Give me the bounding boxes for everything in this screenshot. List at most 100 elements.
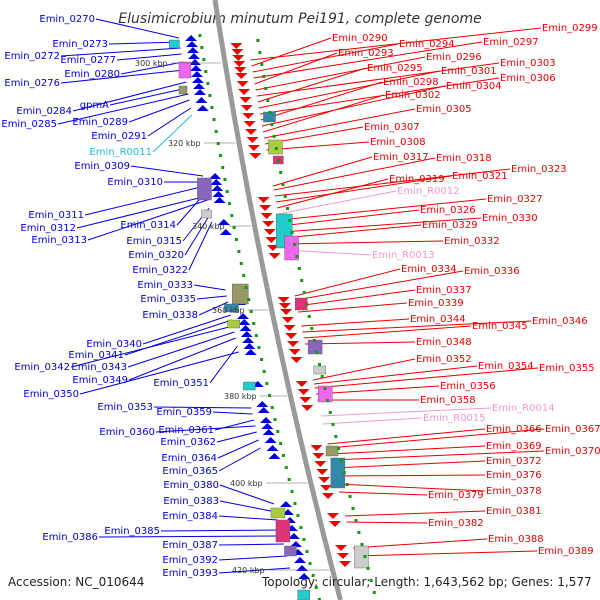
forward-gene-arrow	[262, 429, 275, 435]
label-connector	[184, 213, 211, 256]
track-tick	[284, 466, 288, 469]
label-connector	[260, 81, 383, 121]
reverse-gene-arrow	[301, 405, 314, 411]
track-tick	[254, 334, 258, 337]
gene-label: Emin_0381	[486, 506, 542, 517]
track-tick	[219, 154, 223, 157]
forward-gene-arrow	[268, 453, 281, 459]
gene-label: Emin_0291	[91, 131, 147, 142]
track-tick	[273, 418, 277, 421]
label-connector	[130, 165, 204, 177]
feature-block	[243, 381, 256, 391]
track-tick	[348, 495, 352, 498]
gene-label: Emin_0309	[74, 161, 130, 172]
label-connector	[302, 320, 532, 333]
reverse-gene-arrow	[337, 553, 350, 559]
label-connector	[116, 53, 182, 61]
label-connector	[333, 460, 486, 469]
forward-gene-arrow	[211, 185, 224, 191]
track-tick	[276, 430, 280, 433]
label-connector	[218, 447, 261, 472]
label-connector	[321, 407, 492, 417]
forward-gene-arrow	[213, 197, 226, 203]
reverse-gene-arrow	[268, 253, 281, 259]
label-connector	[253, 41, 483, 79]
gene-label: Emin_0369	[486, 441, 542, 452]
reverse-gene-arrow	[246, 137, 259, 143]
gene-label: Emin_R0015	[423, 413, 486, 424]
gene-label: Emin_0327	[487, 194, 543, 205]
feature-block	[197, 177, 212, 201]
forward-gene-arrow	[196, 105, 209, 111]
track-tick	[249, 310, 253, 313]
reverse-gene-arrow	[257, 197, 270, 203]
forward-gene-arrow	[264, 437, 277, 443]
forward-gene-arrow	[187, 53, 200, 59]
label-connector	[127, 331, 235, 368]
forward-gene-arrow	[256, 401, 269, 407]
gene-label: Emin_0360	[99, 427, 155, 438]
kbp-label: 380 kbp	[224, 392, 257, 401]
track-tick	[318, 363, 322, 366]
track-tick	[208, 94, 212, 97]
feature-block	[232, 283, 249, 305]
label-connector	[251, 37, 332, 67]
gene-label: Emin_0334	[401, 264, 457, 275]
gene-label: Emin_0361	[158, 425, 214, 436]
feature-block	[307, 339, 323, 355]
track-tick	[296, 514, 300, 517]
label-connector	[354, 550, 538, 557]
reverse-gene-arrow	[288, 349, 301, 355]
gene-label: Emin_0305	[416, 104, 472, 115]
gene-label: Emin_0383	[163, 496, 219, 507]
label-connector	[277, 178, 389, 209]
reverse-gene-arrow	[283, 325, 296, 331]
label-connector	[98, 535, 282, 538]
label-connector	[339, 491, 428, 496]
label-lines	[57, 18, 545, 574]
feature-block	[284, 235, 299, 261]
track-tick	[270, 123, 274, 126]
forward-gene-arrow	[210, 179, 223, 185]
label-connector	[60, 47, 181, 57]
track-tick	[337, 447, 341, 450]
track-tick	[237, 250, 241, 253]
track-tick	[262, 370, 266, 373]
gene-label: Emin_0365	[162, 466, 218, 477]
label-connector	[128, 99, 190, 123]
track-tick	[307, 315, 311, 318]
gene-label: Emin_0376	[486, 470, 542, 481]
gene-label: Emin_0302	[385, 90, 441, 101]
track-tick	[292, 243, 296, 246]
track-tick	[312, 339, 316, 342]
label-connector	[218, 555, 288, 561]
gene-label: Emin_0353	[97, 402, 153, 413]
label-connector	[188, 221, 213, 271]
gene-label: Emin_0273	[52, 39, 108, 50]
track-tick	[311, 574, 315, 577]
gene-label: Emin_0370	[545, 446, 600, 457]
gene-label: Emin_0330	[482, 213, 538, 224]
reverse-gene-arrow	[314, 461, 327, 467]
reverse-gene-arrow	[242, 113, 255, 119]
track-tick	[264, 87, 268, 90]
reverse-gene-arrow	[326, 513, 339, 519]
forward-gene-arrow	[219, 229, 232, 235]
label-connector	[284, 240, 444, 245]
track-tick	[314, 586, 318, 589]
label-connector	[108, 41, 180, 45]
forward-gene-arrow	[242, 337, 255, 343]
gene-label: Emin_0313	[31, 235, 87, 246]
track-tick	[277, 159, 281, 162]
gene-label: Emin_R0011	[89, 147, 152, 158]
topology-summary: Topology: circular; Length: 1,643,562 bp…	[261, 575, 592, 589]
gene-label: Emin_0303	[500, 58, 556, 69]
label-connector	[219, 484, 275, 505]
label-connector	[257, 67, 367, 103]
kbp-label: 400 kbp	[230, 479, 263, 488]
feature-block	[284, 545, 297, 557]
reverse-gene-arrow	[310, 445, 323, 451]
feature-block	[330, 457, 346, 489]
gene-label: Emin_0289	[72, 117, 128, 128]
track-tick	[279, 171, 283, 174]
